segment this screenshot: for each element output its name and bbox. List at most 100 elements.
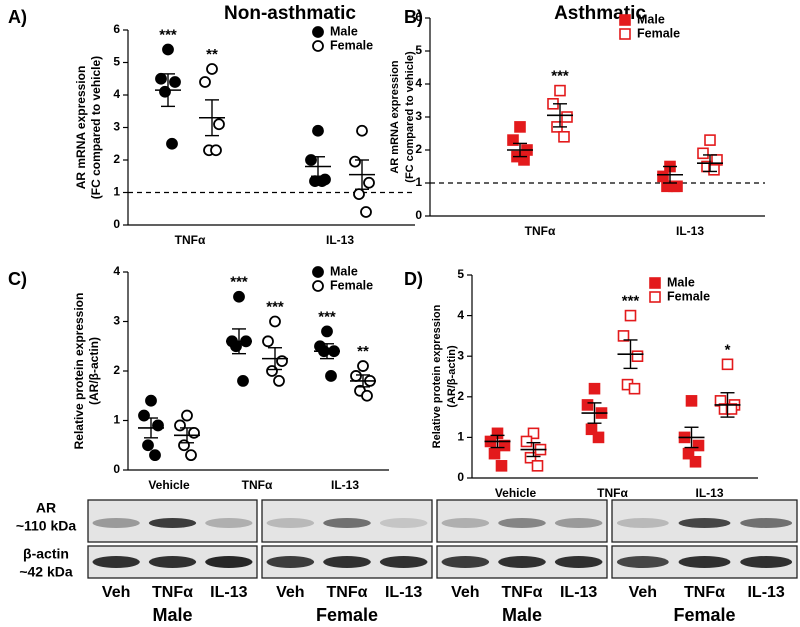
x-tick-label: Vehicle bbox=[148, 478, 190, 492]
data-point bbox=[689, 455, 702, 468]
group-label: Female bbox=[316, 605, 378, 625]
legend-label: Male bbox=[330, 264, 358, 278]
data-point bbox=[162, 43, 174, 56]
x-tick-label: Vehicle bbox=[495, 486, 537, 500]
legend-marker bbox=[312, 266, 324, 278]
data-point bbox=[325, 370, 337, 382]
y-tick-label: 4 bbox=[415, 76, 422, 90]
y-tick-label: 4 bbox=[113, 87, 120, 101]
data-point bbox=[708, 164, 720, 176]
blot-band bbox=[616, 518, 669, 528]
y-tick-label: 0 bbox=[113, 462, 120, 476]
y-tick-label: 2 bbox=[113, 363, 120, 377]
blot-row-label: AR bbox=[36, 500, 56, 516]
panel-title: Non-asthmatic bbox=[224, 3, 356, 24]
y-tick-label: 0 bbox=[113, 217, 120, 231]
blot-band bbox=[740, 518, 793, 528]
legend-marker bbox=[312, 280, 324, 292]
data-point bbox=[617, 330, 630, 342]
panel-label: D) bbox=[404, 269, 423, 289]
data-point bbox=[213, 118, 225, 131]
significance-label: *** bbox=[318, 308, 336, 325]
legend-label: Male bbox=[330, 24, 358, 38]
x-tick-label: IL-13 bbox=[676, 224, 704, 238]
blot-band bbox=[616, 556, 669, 568]
data-point bbox=[361, 389, 373, 402]
blot-band bbox=[266, 518, 315, 528]
legend-marker bbox=[619, 28, 631, 40]
lane-label: IL-13 bbox=[747, 584, 784, 601]
blot-band bbox=[441, 556, 490, 568]
blot-size-label: ~42 kDa bbox=[19, 564, 73, 580]
data-point bbox=[558, 131, 570, 143]
blot-band bbox=[678, 556, 731, 568]
legend-marker bbox=[619, 14, 631, 26]
data-point bbox=[588, 382, 601, 395]
blot-band bbox=[266, 556, 315, 568]
y-tick-label: 3 bbox=[415, 109, 422, 123]
blot-band bbox=[323, 518, 371, 528]
group-label: Male bbox=[152, 605, 192, 625]
y-tick-label: 2 bbox=[113, 152, 120, 166]
blot-band bbox=[379, 556, 428, 568]
legend-marker bbox=[649, 277, 661, 289]
data-point bbox=[174, 419, 186, 432]
lane-label: IL-13 bbox=[210, 584, 247, 601]
lane-label: Veh bbox=[276, 584, 304, 601]
y-axis-label: (FC compared to vehicle) bbox=[89, 56, 103, 199]
y-tick-label: 1 bbox=[457, 430, 464, 444]
significance-label: *** bbox=[230, 274, 248, 291]
x-tick-label: TNFα bbox=[175, 233, 206, 247]
blot-band bbox=[740, 556, 793, 568]
y-axis-label: (FC compared to vehicle) bbox=[404, 51, 416, 183]
data-point bbox=[692, 439, 705, 452]
x-tick-label: TNFα bbox=[597, 486, 628, 500]
y-axis-label: (AR/β-actin) bbox=[87, 337, 101, 405]
lane-label: TNFα bbox=[502, 584, 543, 601]
y-axis-label: (AR/β-actin) bbox=[446, 345, 458, 408]
data-point bbox=[657, 170, 669, 183]
data-point bbox=[273, 374, 285, 387]
data-point bbox=[185, 449, 197, 462]
data-point bbox=[585, 423, 598, 436]
panel-label: B) bbox=[404, 7, 423, 27]
y-tick-label: 6 bbox=[415, 10, 422, 24]
blot-row-label: β-actin bbox=[23, 546, 69, 562]
data-point bbox=[488, 447, 501, 460]
lane-label: Veh bbox=[102, 584, 130, 601]
data-point bbox=[524, 451, 537, 464]
data-point bbox=[514, 121, 526, 133]
lane-label: IL-13 bbox=[385, 584, 422, 601]
data-point bbox=[721, 358, 734, 371]
blot-band bbox=[554, 556, 603, 568]
data-point bbox=[518, 154, 530, 166]
data-point bbox=[527, 427, 540, 440]
y-axis-label: AR mRNA expression bbox=[389, 60, 401, 174]
y-tick-label: 1 bbox=[113, 185, 120, 199]
y-tick-label: 2 bbox=[415, 142, 422, 156]
blot-band bbox=[498, 556, 546, 568]
data-point bbox=[305, 154, 317, 166]
data-point bbox=[725, 403, 738, 415]
y-tick-label: 1 bbox=[113, 413, 120, 427]
lane-label: TNFα bbox=[684, 584, 725, 601]
data-point bbox=[321, 325, 333, 338]
lane-label: IL-13 bbox=[560, 584, 597, 601]
panel-label: C) bbox=[8, 269, 27, 289]
data-point bbox=[668, 180, 680, 193]
data-point bbox=[237, 374, 249, 387]
blot-band bbox=[205, 518, 253, 528]
blot-band bbox=[92, 518, 140, 528]
legend-label: Male bbox=[667, 275, 695, 289]
blot-band bbox=[148, 556, 197, 568]
y-tick-label: 4 bbox=[457, 308, 464, 322]
x-tick-label: TNFα bbox=[525, 224, 556, 238]
legend-label: Female bbox=[637, 26, 680, 40]
blot-panel bbox=[436, 499, 608, 543]
data-point bbox=[360, 206, 372, 218]
y-axis-label: AR mRNA expression bbox=[74, 66, 88, 190]
data-point bbox=[357, 360, 369, 372]
x-tick-label: IL-13 bbox=[695, 486, 723, 500]
data-point bbox=[624, 309, 637, 322]
data-point bbox=[181, 409, 193, 422]
